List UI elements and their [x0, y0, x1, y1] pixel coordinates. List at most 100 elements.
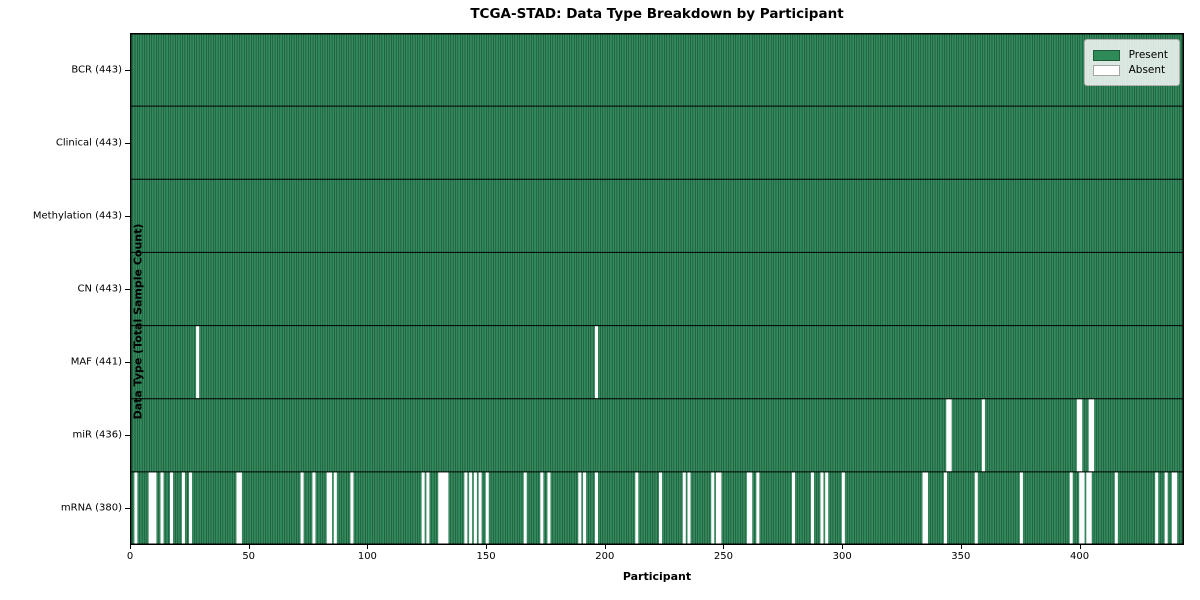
absent-bar	[1174, 472, 1178, 545]
absent-bar	[151, 472, 155, 545]
x-tick-label-100: 100	[357, 551, 377, 562]
absent-bar	[749, 472, 753, 545]
absent-bar	[659, 472, 663, 545]
y-tick-label-Clinical: Clinical (443)	[55, 137, 122, 149]
x-tick-mark	[604, 545, 606, 549]
absent-bar	[1019, 472, 1023, 545]
absent-bar	[718, 472, 722, 545]
absent-bar	[711, 472, 715, 545]
absent-bar	[1088, 399, 1092, 472]
absent-bar	[196, 326, 200, 399]
y-tick-mark	[125, 362, 130, 363]
absent-bar	[426, 472, 430, 545]
absent-bar	[841, 472, 845, 545]
x-tick-mark	[248, 545, 250, 549]
x-tick-label-250: 250	[713, 551, 733, 562]
absent-bar	[1164, 472, 1168, 545]
absent-bar	[464, 472, 468, 545]
x-tick-mark	[367, 545, 369, 549]
absent-bar	[981, 399, 985, 472]
x-tick-label-50: 50	[242, 551, 256, 562]
absent-bar	[924, 472, 928, 545]
y-axis-label: Data Type (Total Sample Count)	[131, 223, 145, 420]
x-axis-label: Participant	[622, 570, 692, 583]
x-tick-label-200: 200	[595, 551, 615, 562]
absent-bar	[440, 472, 444, 545]
plot-area: Data Type (Total Sample Count)	[130, 33, 1184, 545]
absent-bar	[160, 472, 164, 545]
y-tick-mark	[125, 289, 130, 290]
absent-bar	[1081, 472, 1085, 545]
absent-bar	[682, 472, 686, 545]
y-tick-mark	[125, 508, 130, 509]
absent-bar	[948, 399, 952, 472]
absent-bar	[350, 472, 354, 545]
y-tick-label-mRNA: mRNA (380)	[60, 502, 122, 514]
x-tick-mark	[1079, 545, 1081, 549]
absent-bar	[181, 472, 185, 545]
absent-bar	[485, 472, 489, 545]
absent-bar	[1079, 399, 1083, 472]
x-tick-label-400: 400	[1070, 551, 1090, 562]
legend-swatch-absent	[1092, 64, 1120, 76]
y-tick-label-miR: miR (436)	[72, 429, 122, 441]
absent-bar	[820, 472, 824, 545]
absent-bar	[1091, 399, 1095, 472]
x-tick-mark	[486, 545, 488, 549]
y-tick-mark	[125, 70, 130, 71]
x-tick-mark	[960, 545, 962, 549]
absent-bar	[746, 472, 750, 545]
x-tick-mark	[130, 545, 131, 549]
x-tick-label-0: 0	[126, 551, 134, 562]
absent-bar	[922, 472, 926, 545]
absent-bar	[825, 472, 829, 545]
absent-bar	[810, 472, 815, 545]
legend-item-present: Present	[1092, 49, 1168, 61]
absent-bar	[687, 472, 691, 545]
absent-bar	[312, 472, 316, 545]
x-tick-label-350: 350	[951, 551, 971, 562]
absent-bar	[469, 472, 473, 545]
absent-bar	[1155, 472, 1159, 545]
y-tick-label-Methylation: Methylation (443)	[32, 210, 122, 222]
absent-bar	[188, 472, 193, 545]
absent-bar	[153, 472, 157, 545]
y-tick-mark	[125, 216, 130, 217]
absent-bar	[943, 472, 947, 545]
absent-bar	[523, 472, 527, 545]
x-tick-mark	[842, 545, 844, 549]
absent-bar	[578, 472, 582, 545]
absent-bar	[238, 472, 242, 545]
absent-bar	[1076, 399, 1080, 472]
absent-bar	[974, 472, 978, 545]
absent-bar	[1079, 472, 1083, 545]
absent-bar	[478, 472, 482, 545]
y-tick-label-CN: CN (443)	[77, 283, 122, 295]
absent-bar	[1069, 472, 1073, 545]
absent-bar	[333, 472, 337, 545]
absent-bar	[946, 399, 950, 472]
legend-label: Absent	[1128, 64, 1166, 76]
absent-bar	[421, 472, 425, 545]
absent-bar	[134, 472, 138, 545]
absent-bar	[791, 472, 796, 545]
absent-bar	[300, 472, 304, 545]
absent-bar	[756, 472, 760, 545]
absent-bar	[473, 472, 477, 545]
absent-bar	[1088, 472, 1092, 545]
absent-bar	[594, 472, 599, 545]
y-tick-label-BCR: BCR (443)	[71, 64, 122, 76]
absent-bar	[445, 472, 449, 545]
absent-bar	[635, 472, 639, 545]
legend-item-absent: Absent	[1092, 64, 1168, 76]
chart-title: TCGA-STAD: Data Type Breakdown by Partic…	[470, 6, 844, 22]
y-tick-mark	[125, 143, 130, 144]
heatmap-canvas	[130, 33, 1184, 545]
y-tick-mark	[125, 435, 130, 436]
x-tick-mark	[723, 545, 725, 549]
plot-border	[130, 33, 1184, 545]
absent-bar	[236, 472, 240, 545]
absent-bar	[1086, 472, 1090, 545]
absent-bar	[540, 472, 544, 545]
